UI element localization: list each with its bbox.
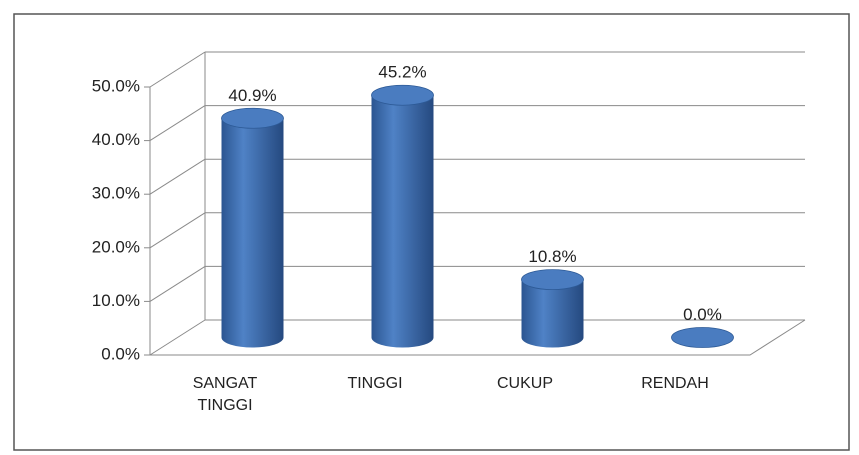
x-tick-label-box: TINGGI [347,375,403,392]
value-label: 0.0% [683,305,722,324]
x-tick-label-box: CUKUP [496,375,553,392]
cylinder-top [671,327,734,348]
x-tick-label: SANGAT TINGGI [192,375,258,414]
x-tick-label: CUKUP [496,375,553,392]
x-tick-label: TINGGI [347,375,403,392]
grid-depth-line [149,265,206,302]
y-tick-label: 50.0% [92,76,140,95]
value-label: 45.2% [378,63,426,82]
y-tick-label: 10.0% [92,291,140,310]
y-tick-label: 0.0% [101,344,140,363]
grid-depth-line [149,158,206,195]
cylinder-body [221,108,284,348]
value-label: 10.8% [528,247,576,266]
x-tick-label-box: RENDAH [641,375,709,392]
grid-depth-line [149,212,206,249]
grid-depth-line [149,319,206,356]
x-tick-label: RENDAH [641,375,709,392]
y-tick-label: 30.0% [92,184,140,203]
floor [150,319,806,356]
x-tick-label-box: SANGAT TINGGI [192,375,258,414]
cylinder-top [371,84,434,106]
cylinder-top [521,269,584,291]
value-label: 40.9% [228,86,276,105]
cylinder-top [221,107,284,129]
y-tick-label: 20.0% [92,237,140,256]
grid-depth-line [149,51,206,88]
y-tick-label: 40.0% [92,130,140,149]
cylinder-body [371,85,434,348]
grid-depth-line [149,105,206,142]
cylinder-body [521,269,584,348]
